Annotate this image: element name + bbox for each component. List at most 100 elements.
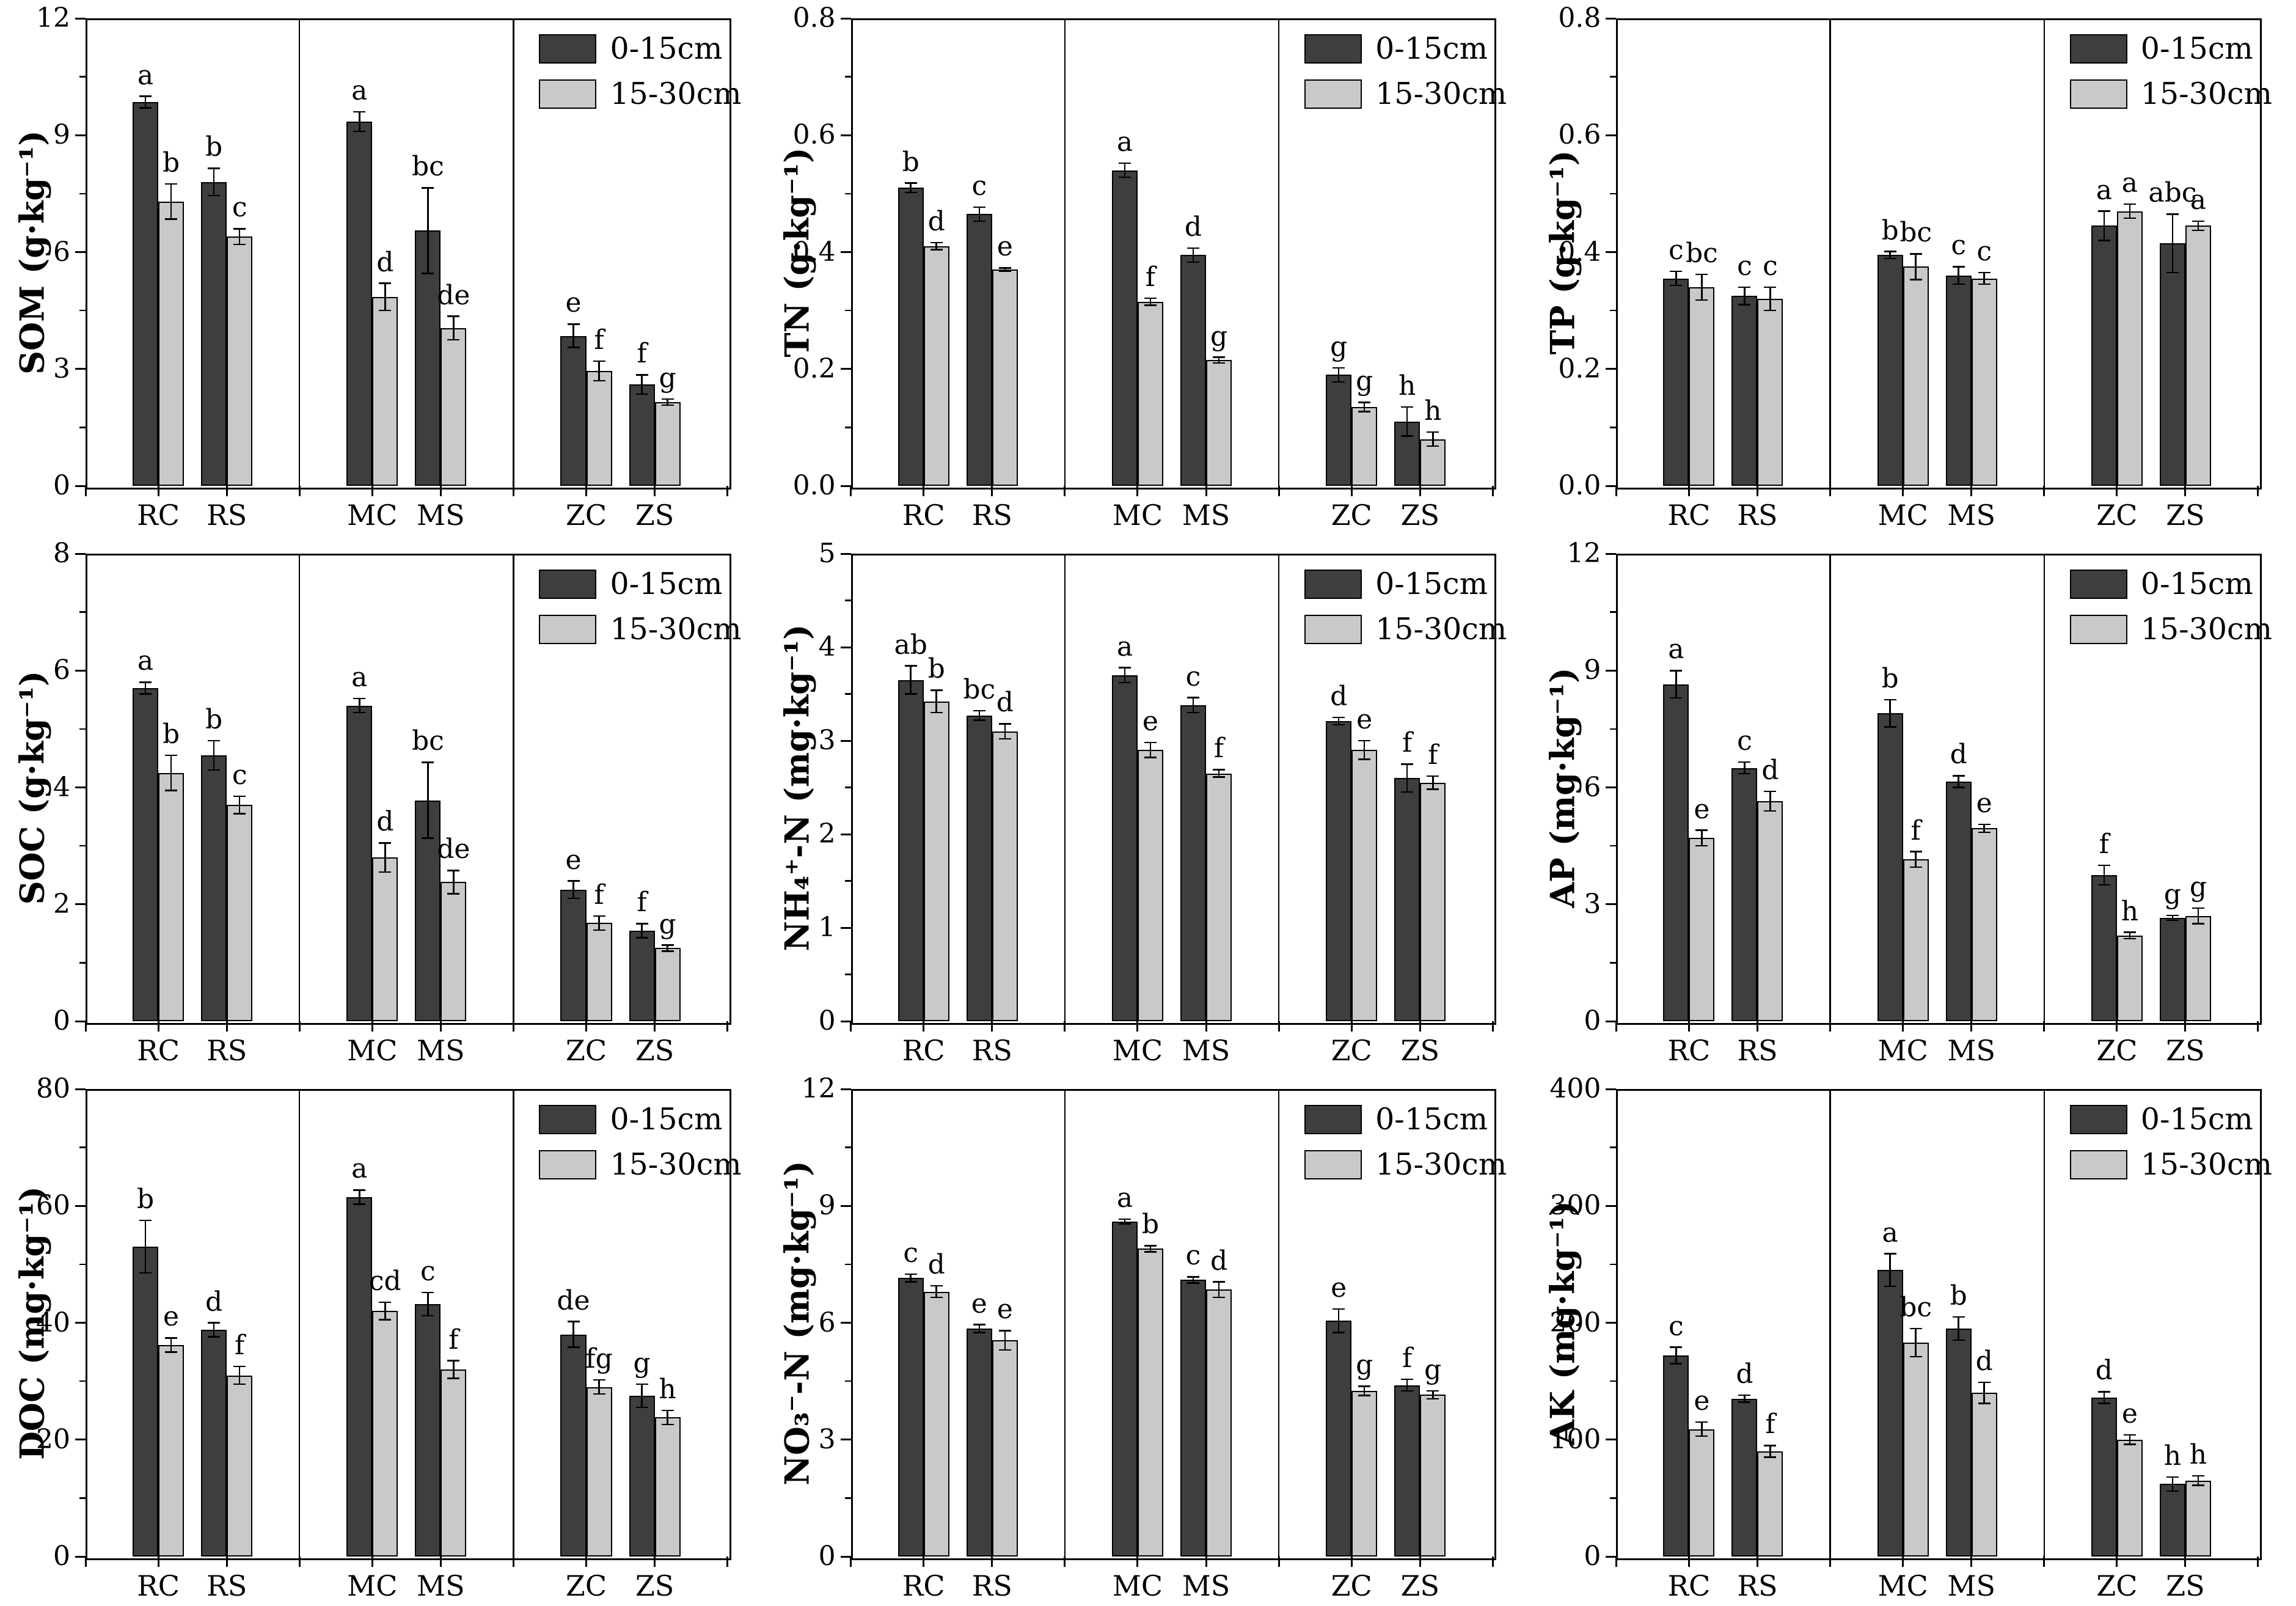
significance-letter: e <box>996 231 1013 263</box>
significance-letter: bc <box>1899 217 1932 249</box>
x-category-label: ZC <box>565 1034 607 1067</box>
error-bar-cap-bottom <box>1695 299 1708 301</box>
error-bar-cap-bottom <box>447 339 460 341</box>
x-category-label: ZC <box>2096 1034 2138 1067</box>
y-tick-label: 12 <box>801 1073 836 1104</box>
error-bar-cap-top <box>2166 213 2179 215</box>
significance-letter: d <box>2095 1355 2113 1387</box>
error-bar-cap-bottom <box>1670 1363 1683 1365</box>
y-major-tick <box>1606 1322 1617 1324</box>
x-category-label: ZS <box>635 1569 675 1602</box>
y-tick-label: 8 <box>53 538 70 569</box>
error-bar-cap-bottom <box>165 790 178 791</box>
y-tick-label: 0 <box>53 1005 70 1036</box>
error-bar-line <box>935 1285 937 1298</box>
error-bar-cap-top <box>1427 775 1439 777</box>
bar-15-30cm <box>2116 1439 2143 1557</box>
error-bar-line <box>1192 697 1194 713</box>
error-bar-cap-top <box>973 206 985 208</box>
x-boundary-tick <box>1064 1557 1066 1567</box>
x-category-tick <box>923 1021 925 1032</box>
error-bar-line <box>453 870 455 894</box>
x-category-label: RS <box>971 499 1012 532</box>
x-boundary-tick <box>2257 486 2259 496</box>
error-bar-cap-bottom <box>2166 919 2179 922</box>
error-bar-line <box>935 690 937 713</box>
error-bar-cap-top <box>1764 1445 1777 1447</box>
significance-letter: h <box>2189 1439 2207 1471</box>
error-bar-cap-top <box>233 228 246 230</box>
error-bar-line <box>427 1292 429 1316</box>
error-bar-cap-bottom <box>139 1272 152 1274</box>
significance-letter: d <box>1761 754 1779 786</box>
y-major-tick <box>75 552 86 555</box>
legend-swatch-15-30cm <box>539 79 597 109</box>
legend-label: 0-15cm <box>2140 31 2253 66</box>
y-minor-tick <box>844 193 851 195</box>
significance-letter: f <box>594 324 604 356</box>
error-bar-line <box>238 796 241 814</box>
error-bar-line <box>1149 298 1152 306</box>
bar-15-30cm <box>1971 828 1997 1021</box>
error-bar-cap-bottom <box>1952 1339 1965 1341</box>
significance-letter: d <box>1184 211 1202 243</box>
x-category-tick <box>585 1021 588 1032</box>
error-bar-line <box>1701 1422 1703 1436</box>
error-bar-cap-top <box>1695 273 1708 276</box>
error-bar-line <box>1958 1316 1959 1341</box>
y-minor-tick <box>844 427 851 428</box>
error-bar-cap-bottom <box>2097 884 2110 886</box>
x-boundary-tick <box>1064 486 1066 496</box>
error-bar-line <box>910 666 912 694</box>
significance-letter: a <box>351 662 368 694</box>
bar-0-15cm <box>560 1334 587 1557</box>
plot-frame <box>850 1089 1497 1560</box>
y-minor-tick <box>844 76 851 78</box>
x-category-label: ZS <box>2166 499 2205 532</box>
bar-15-30cm <box>372 1311 398 1557</box>
panel-divider <box>1064 554 1066 1021</box>
x-category-tick <box>585 486 588 496</box>
x-category-tick <box>2116 486 2118 496</box>
x-category-tick <box>654 486 656 496</box>
bar-0-15cm <box>1663 278 1689 486</box>
error-bar-cap-bottom <box>593 1393 605 1395</box>
bar-15-30cm <box>1137 301 1163 486</box>
y-tick-label: 0 <box>818 1541 836 1572</box>
error-bar-line <box>1769 791 1771 811</box>
plot-frame <box>86 554 731 1025</box>
legend-label: 0-15cm <box>1375 1102 1488 1137</box>
error-bar-line <box>667 1410 668 1425</box>
x-boundary-tick <box>1064 1021 1066 1032</box>
y-tick-label: 4 <box>818 631 836 662</box>
bar-0-15cm <box>346 705 373 1021</box>
error-bar-cap-top <box>422 761 434 763</box>
significance-letter: d <box>376 806 394 838</box>
y-major-tick <box>840 926 851 929</box>
significance-letter: b <box>1141 1209 1160 1241</box>
bar-15-30cm <box>158 772 185 1021</box>
error-bar-cap-top <box>233 795 246 798</box>
x-category-label: MC <box>1112 1569 1163 1602</box>
error-bar-line <box>1769 1445 1771 1458</box>
significance-letter: g <box>1356 365 1373 397</box>
significance-letter: d <box>205 1286 223 1318</box>
significance-letter: h <box>1398 370 1416 402</box>
bar-0-15cm <box>898 188 924 486</box>
legend-label: 15-30cm <box>610 1147 742 1182</box>
y-minor-tick <box>79 728 86 730</box>
chart-panel-soc: 0 2 4 6 8 RC a b RS b c MC a d MS bc de ZC e f ZS f g SOC (g·kg… <box>0 535 766 1071</box>
y-major-tick <box>840 17 851 20</box>
significance-letter: fg <box>585 1343 613 1375</box>
error-bar-cap-top <box>1695 1421 1708 1423</box>
x-boundary-tick <box>1829 1557 1832 1567</box>
y-major-tick <box>1606 1555 1617 1558</box>
significance-letter: e <box>1356 704 1373 735</box>
significance-letter: b <box>136 1184 155 1216</box>
bar-0-15cm <box>2159 918 2185 1021</box>
bar-15-30cm <box>1903 266 1929 486</box>
error-bar-cap-bottom <box>567 346 580 348</box>
x-category-tick <box>991 486 993 496</box>
error-bar-cap-top <box>1952 775 1965 777</box>
x-category-label: ZC <box>2096 499 2138 532</box>
